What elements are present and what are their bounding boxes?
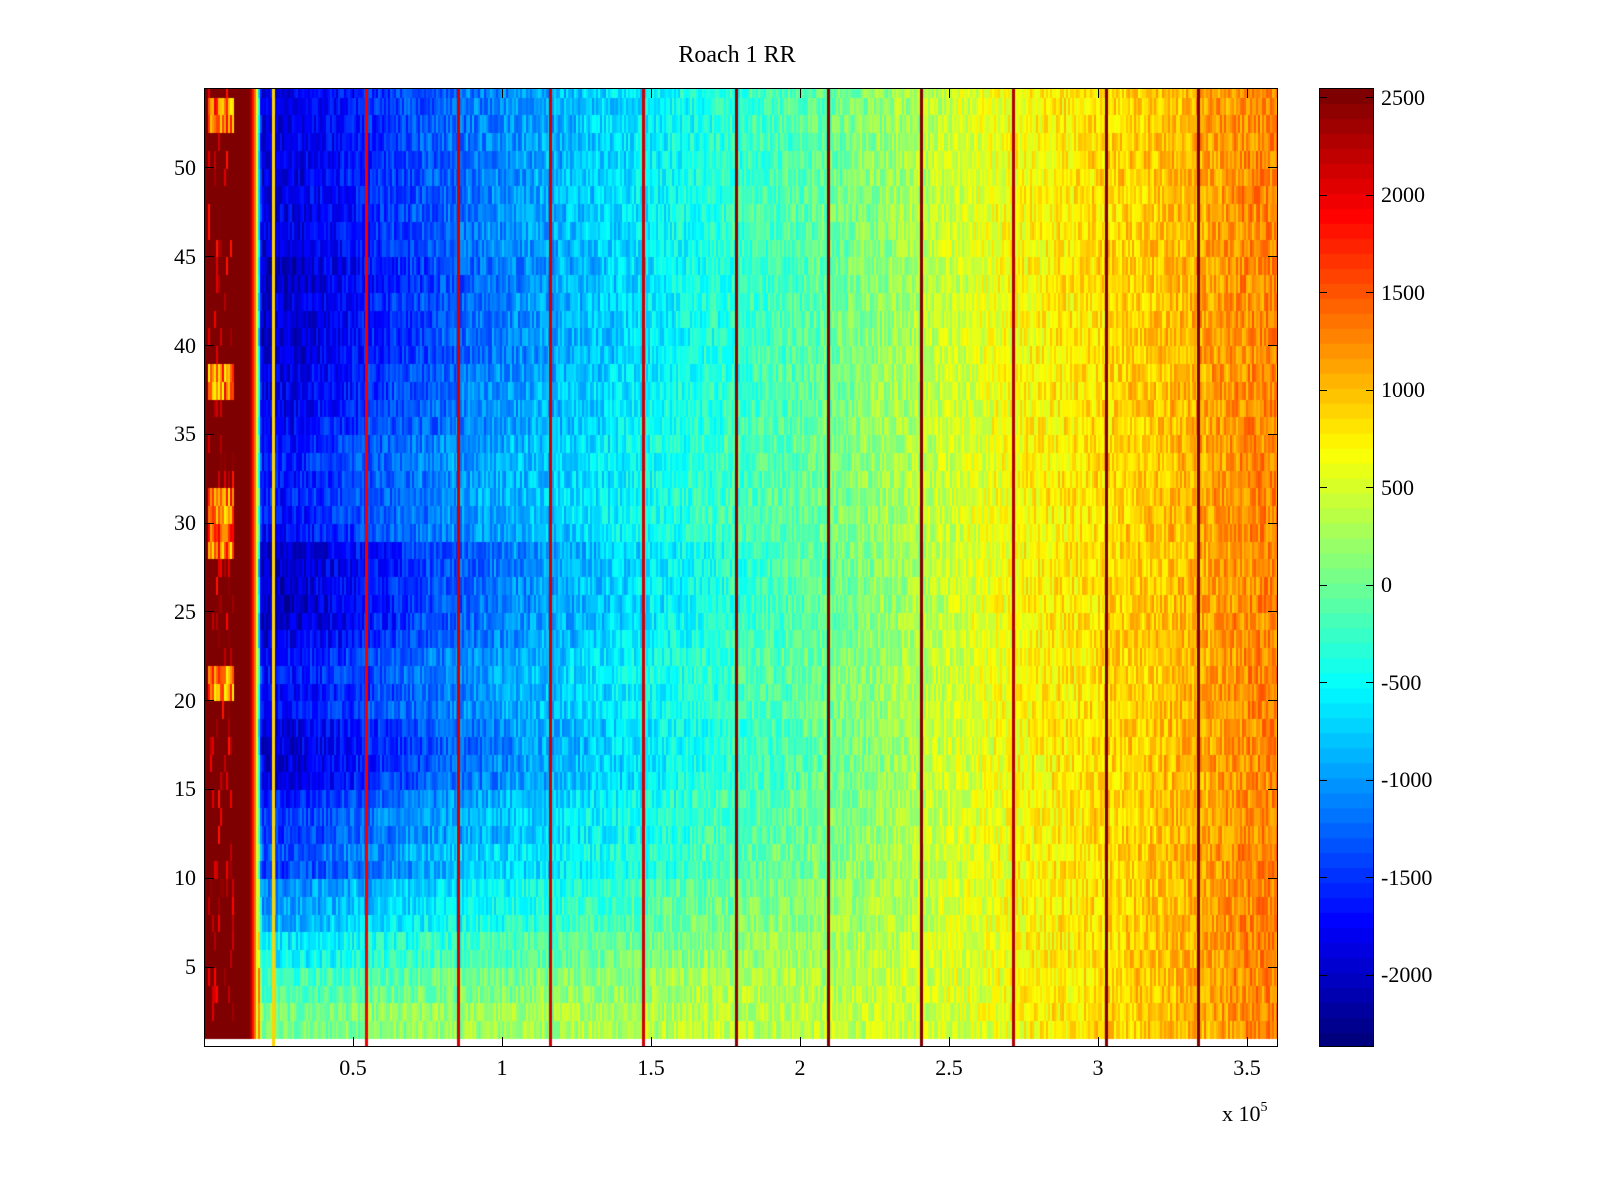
colorbar-tick-mark xyxy=(1319,877,1327,879)
colorbar-tick-mark xyxy=(1319,974,1327,976)
colorbar-tick-label: 0 xyxy=(1381,572,1392,598)
colorbar-tick-mark-right xyxy=(1366,97,1374,99)
colorbar-tick-label: 1500 xyxy=(1381,279,1425,305)
colorbar-tick-mark-right xyxy=(1366,974,1374,976)
x-tick-mark xyxy=(650,1037,652,1047)
y-tick-mark xyxy=(204,700,214,702)
y-tick-mark xyxy=(204,877,214,879)
colorbar-tick-label: 1000 xyxy=(1381,377,1425,403)
colorbar-tick-mark xyxy=(1319,292,1327,294)
colorbar-tick-label: -500 xyxy=(1381,669,1422,695)
x-tick-mark-top xyxy=(1246,88,1248,98)
colorbar-tick-label: -1000 xyxy=(1381,767,1433,793)
y-tick-mark-right xyxy=(1268,700,1278,702)
colorbar-tick-label: 2000 xyxy=(1381,182,1425,208)
y-tick-mark-right xyxy=(1268,877,1278,879)
y-tick-label: 10 xyxy=(174,865,196,891)
colorbar-tick-label: 500 xyxy=(1381,474,1414,500)
heatmap-plot-area xyxy=(204,88,1278,1047)
y-tick-label: 45 xyxy=(174,243,196,269)
x-tick-label: 3 xyxy=(1092,1055,1104,1080)
colorbar-tick-label: -1500 xyxy=(1381,864,1433,890)
x-tick-mark-top xyxy=(1097,88,1099,98)
multiplier-exponent: 5 xyxy=(1260,1100,1268,1115)
colorbar-tick-mark xyxy=(1319,389,1327,391)
y-tick-mark-right xyxy=(1268,256,1278,258)
y-tick-mark-right xyxy=(1268,167,1278,169)
x-tick-mark xyxy=(948,1037,950,1047)
colorbar-tick-mark-right xyxy=(1366,584,1374,586)
y-tick-label: 50 xyxy=(174,154,196,180)
x-tick-label: 1 xyxy=(496,1055,508,1080)
y-tick-mark-right xyxy=(1268,345,1278,346)
colorbar-tick-mark-right xyxy=(1366,877,1374,879)
y-tick-label: 30 xyxy=(174,510,196,536)
colorbar-tick-mark-right xyxy=(1366,292,1374,294)
y-tick-mark-right xyxy=(1268,966,1278,968)
colorbar-tick-label: -2000 xyxy=(1381,962,1433,988)
y-tick-mark-right xyxy=(1268,788,1278,790)
colorbar-tick-mark-right xyxy=(1366,487,1374,489)
y-tick-mark-right xyxy=(1268,522,1278,524)
y-tick-label: 15 xyxy=(174,776,196,802)
x-tick-mark-top xyxy=(650,88,652,98)
x-tick-mark-top xyxy=(948,88,950,98)
colorbar xyxy=(1319,88,1374,1047)
x-axis-multiplier: x 105 xyxy=(1222,1100,1268,1127)
x-tick-mark-top xyxy=(799,88,801,98)
colorbar-tick-mark xyxy=(1319,487,1327,489)
colorbar-tick-label: 2500 xyxy=(1381,84,1425,110)
colorbar-tick-mark-right xyxy=(1366,389,1374,391)
multiplier-base: x 10 xyxy=(1222,1101,1261,1126)
heatmap-cells xyxy=(204,88,1278,1047)
x-tick-label: 2 xyxy=(794,1055,806,1080)
y-tick-mark xyxy=(204,167,214,169)
colorbar-tick-mark-right xyxy=(1366,682,1374,684)
x-tick-mark xyxy=(1097,1037,1099,1047)
colorbar-gradient xyxy=(1319,88,1374,1047)
y-tick-mark-right xyxy=(1268,611,1278,613)
y-tick-label: 40 xyxy=(174,332,196,358)
colorbar-tick-mark xyxy=(1319,584,1327,586)
y-tick-label: 5 xyxy=(185,954,196,980)
colorbar-tick-mark xyxy=(1319,682,1327,684)
chart-title: Roach 1 RR xyxy=(678,42,796,68)
y-tick-mark xyxy=(204,256,214,258)
x-tick-mark xyxy=(501,1037,503,1047)
y-tick-label: 20 xyxy=(174,687,196,713)
y-tick-mark-right xyxy=(1268,433,1278,435)
y-tick-mark xyxy=(204,788,214,790)
y-tick-mark xyxy=(204,345,214,346)
x-tick-mark xyxy=(352,1037,354,1047)
y-tick-mark xyxy=(204,966,214,968)
y-tick-mark xyxy=(204,433,214,435)
x-tick-label: 2.5 xyxy=(935,1055,963,1080)
x-tick-label: 0.5 xyxy=(339,1055,367,1080)
colorbar-tick-mark xyxy=(1319,194,1327,196)
colorbar-tick-mark-right xyxy=(1366,779,1374,781)
y-tick-label: 25 xyxy=(174,598,196,624)
colorbar-tick-mark xyxy=(1319,97,1327,99)
x-tick-label: 3.5 xyxy=(1233,1055,1261,1080)
x-tick-label: 1.5 xyxy=(637,1055,665,1080)
x-tick-mark xyxy=(799,1037,801,1047)
colorbar-tick-mark-right xyxy=(1366,194,1374,196)
x-tick-mark xyxy=(1246,1037,1248,1047)
x-tick-mark-top xyxy=(501,88,503,98)
y-tick-label: 35 xyxy=(174,421,196,447)
y-tick-mark xyxy=(204,522,214,524)
colorbar-tick-mark xyxy=(1319,779,1327,781)
y-tick-mark xyxy=(204,611,214,613)
x-tick-mark-top xyxy=(352,88,354,98)
